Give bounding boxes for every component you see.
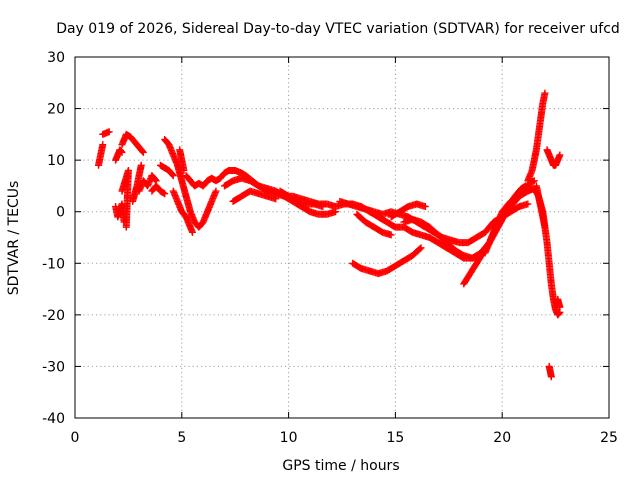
data-point bbox=[541, 223, 549, 231]
x-tick-label: 10 bbox=[280, 430, 298, 446]
grid bbox=[75, 57, 609, 418]
data-point bbox=[524, 200, 532, 208]
y-axis-label: SDTVAR / TECUs bbox=[6, 181, 22, 296]
data-point bbox=[541, 89, 549, 97]
x-tick-label: 5 bbox=[177, 430, 186, 446]
data-point bbox=[332, 208, 340, 216]
data-point bbox=[161, 190, 169, 198]
x-tick-label: 15 bbox=[386, 430, 404, 446]
data-point bbox=[188, 228, 196, 236]
data-point bbox=[138, 147, 146, 155]
data-point bbox=[122, 223, 130, 231]
data-point bbox=[319, 203, 327, 211]
chart-title: Day 019 of 2026, Sidereal Day-to-day VTE… bbox=[56, 21, 620, 37]
data-point bbox=[522, 182, 530, 190]
data-point bbox=[137, 161, 145, 169]
data-points bbox=[94, 89, 564, 381]
data-point bbox=[99, 141, 107, 149]
data-point bbox=[169, 172, 177, 180]
data-point bbox=[556, 303, 564, 311]
y-tick-label: 30 bbox=[47, 50, 65, 66]
x-tick-label: 0 bbox=[71, 430, 80, 446]
data-point bbox=[530, 177, 538, 185]
data-point bbox=[117, 148, 125, 156]
data-point bbox=[105, 128, 113, 136]
axis-ticks: 0 5 10 15 20 25 -40 -30 -20 -10 0 10 20 30 bbox=[42, 50, 618, 446]
data-point bbox=[139, 148, 147, 156]
data-point bbox=[212, 187, 220, 195]
data-point bbox=[272, 195, 280, 203]
data-point bbox=[556, 151, 564, 159]
y-tick-label: 0 bbox=[56, 205, 65, 221]
x-tick-label: 20 bbox=[493, 430, 511, 446]
y-tick-label: -40 bbox=[42, 411, 65, 427]
data-point bbox=[180, 166, 188, 174]
data-point bbox=[555, 309, 563, 317]
y-tick-label: -30 bbox=[42, 359, 65, 375]
data-point bbox=[417, 244, 425, 252]
data-point bbox=[416, 245, 424, 253]
data-point bbox=[118, 148, 126, 156]
data-point bbox=[387, 231, 395, 239]
y-tick-label: -20 bbox=[42, 308, 65, 324]
y-tick-label: -10 bbox=[42, 256, 65, 272]
plot-frame bbox=[74, 56, 610, 419]
x-axis-label: GPS time / hours bbox=[282, 458, 399, 474]
data-point bbox=[168, 171, 176, 179]
data-point bbox=[421, 203, 429, 211]
y-tick-label: 10 bbox=[47, 153, 65, 169]
data-point bbox=[151, 176, 159, 184]
data-point bbox=[547, 373, 555, 381]
x-tick-label: 25 bbox=[600, 430, 618, 446]
y-tick-label: 20 bbox=[47, 102, 65, 118]
